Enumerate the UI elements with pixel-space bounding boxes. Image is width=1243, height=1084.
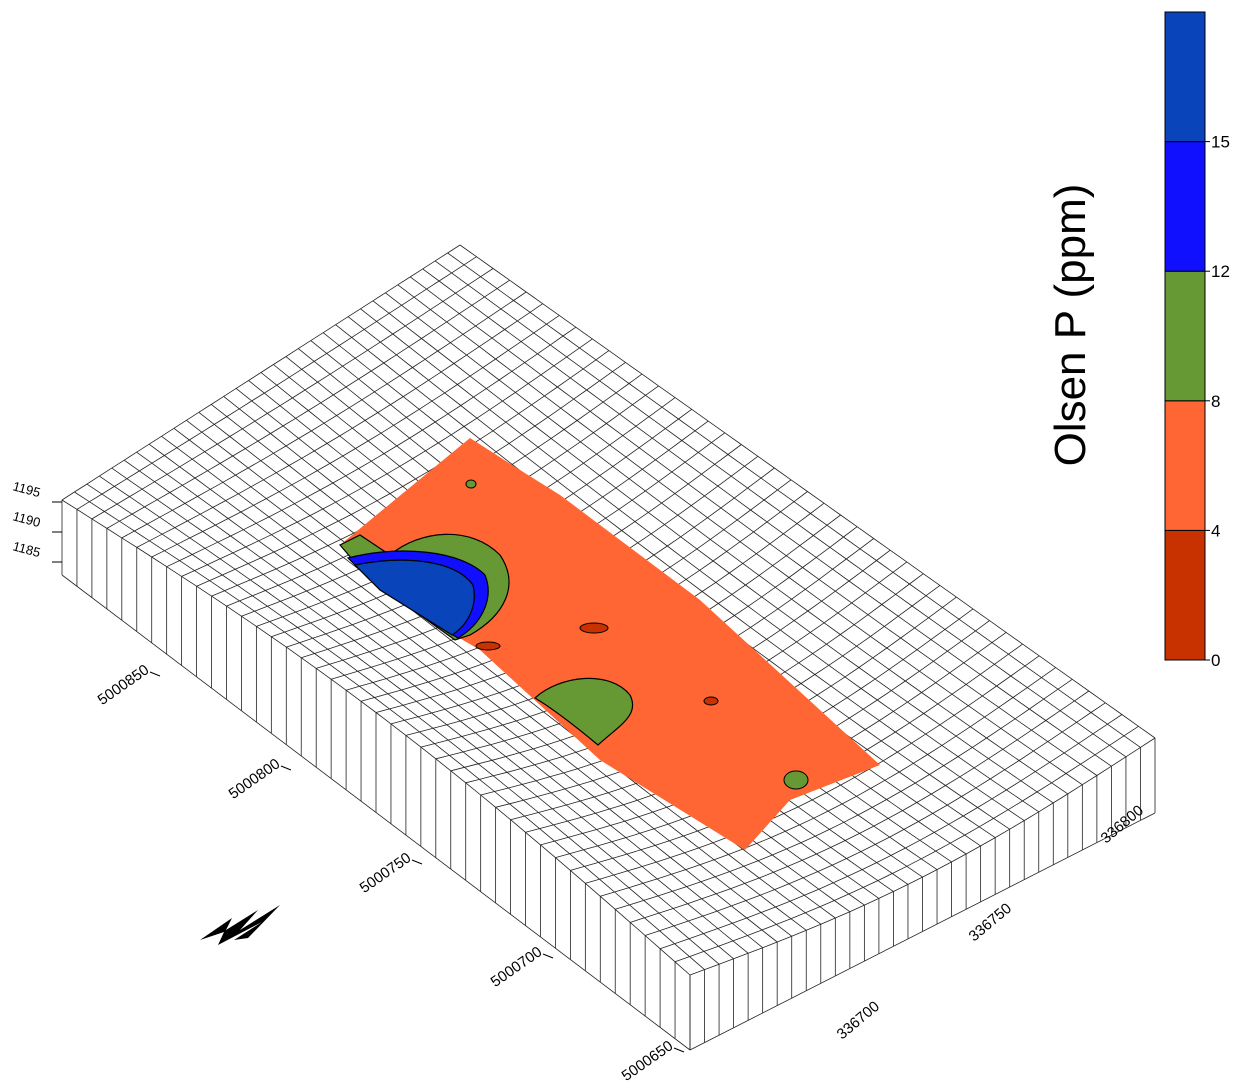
northing-tick-label: 5000750 bbox=[357, 849, 415, 896]
easting-tick-label: 336750 bbox=[966, 900, 1015, 945]
grid-line bbox=[600, 667, 1056, 897]
colorbar-label: Olsen P (ppm) bbox=[1046, 184, 1095, 467]
grid-line bbox=[151, 315, 560, 558]
face-edge bbox=[689, 812, 1156, 1051]
elevation-tick-label: 1195 bbox=[11, 478, 42, 500]
grid-line bbox=[166, 326, 577, 568]
northing-tick-label: 5000850 bbox=[95, 661, 153, 708]
green-zone bbox=[534, 677, 634, 746]
grid-line bbox=[585, 655, 1040, 884]
grid-line bbox=[630, 690, 1090, 923]
northing-tick-label: 5000650 bbox=[619, 1037, 677, 1084]
colorbar-tick-label: 15 bbox=[1211, 133, 1230, 152]
grid-line bbox=[196, 350, 610, 587]
tick-mark bbox=[542, 953, 554, 959]
colorbar: 0 4 8 12 15 bbox=[1164, 11, 1230, 670]
colorbar-tick-label: 8 bbox=[1211, 392, 1220, 411]
tick-mark bbox=[280, 765, 292, 771]
easting-tick-label: 336800 bbox=[1098, 802, 1147, 847]
grid-line bbox=[61, 244, 461, 501]
colorbar-tick-label: 12 bbox=[1211, 262, 1230, 281]
grid-line bbox=[644, 702, 1106, 936]
grid-line bbox=[615, 678, 1073, 910]
grid-line bbox=[121, 291, 527, 539]
tick-mark bbox=[149, 671, 161, 677]
face-edge bbox=[61, 574, 691, 1051]
grid-line bbox=[91, 268, 494, 520]
colorbar-block bbox=[1164, 141, 1206, 272]
grid-line bbox=[106, 279, 510, 529]
grid-line bbox=[659, 714, 1123, 950]
easting-tick-label: 336700 bbox=[834, 998, 883, 1043]
colorbar-block bbox=[1164, 529, 1206, 661]
red-spot bbox=[703, 696, 719, 706]
north-arrow-icon bbox=[200, 905, 280, 945]
dark-blue-zone bbox=[353, 559, 475, 636]
colorbar-tick-label: 4 bbox=[1211, 521, 1220, 540]
colorbar-block bbox=[1164, 11, 1206, 143]
northing-tick-label: 5000700 bbox=[488, 943, 546, 990]
north-arrow bbox=[200, 905, 280, 945]
contour-overlay bbox=[339, 438, 880, 850]
northing-tick-label: 5000800 bbox=[226, 755, 284, 802]
tick-mark bbox=[673, 1047, 685, 1053]
grid-line bbox=[76, 256, 477, 510]
tick-mark bbox=[411, 859, 423, 865]
colorbar-block bbox=[1164, 270, 1206, 402]
elevation-tick-label: 1185 bbox=[11, 538, 42, 560]
grid-line bbox=[181, 338, 593, 577]
green-spot bbox=[783, 770, 809, 790]
red-spot bbox=[475, 641, 501, 651]
colorbar-tick-label: 0 bbox=[1211, 651, 1220, 670]
red-spot bbox=[579, 622, 609, 634]
green-spot bbox=[465, 479, 477, 489]
colorbar-block bbox=[1164, 400, 1206, 531]
grid-line bbox=[136, 303, 543, 548]
grid-line bbox=[674, 725, 1139, 963]
elevation-tick-label: 1190 bbox=[11, 508, 42, 530]
